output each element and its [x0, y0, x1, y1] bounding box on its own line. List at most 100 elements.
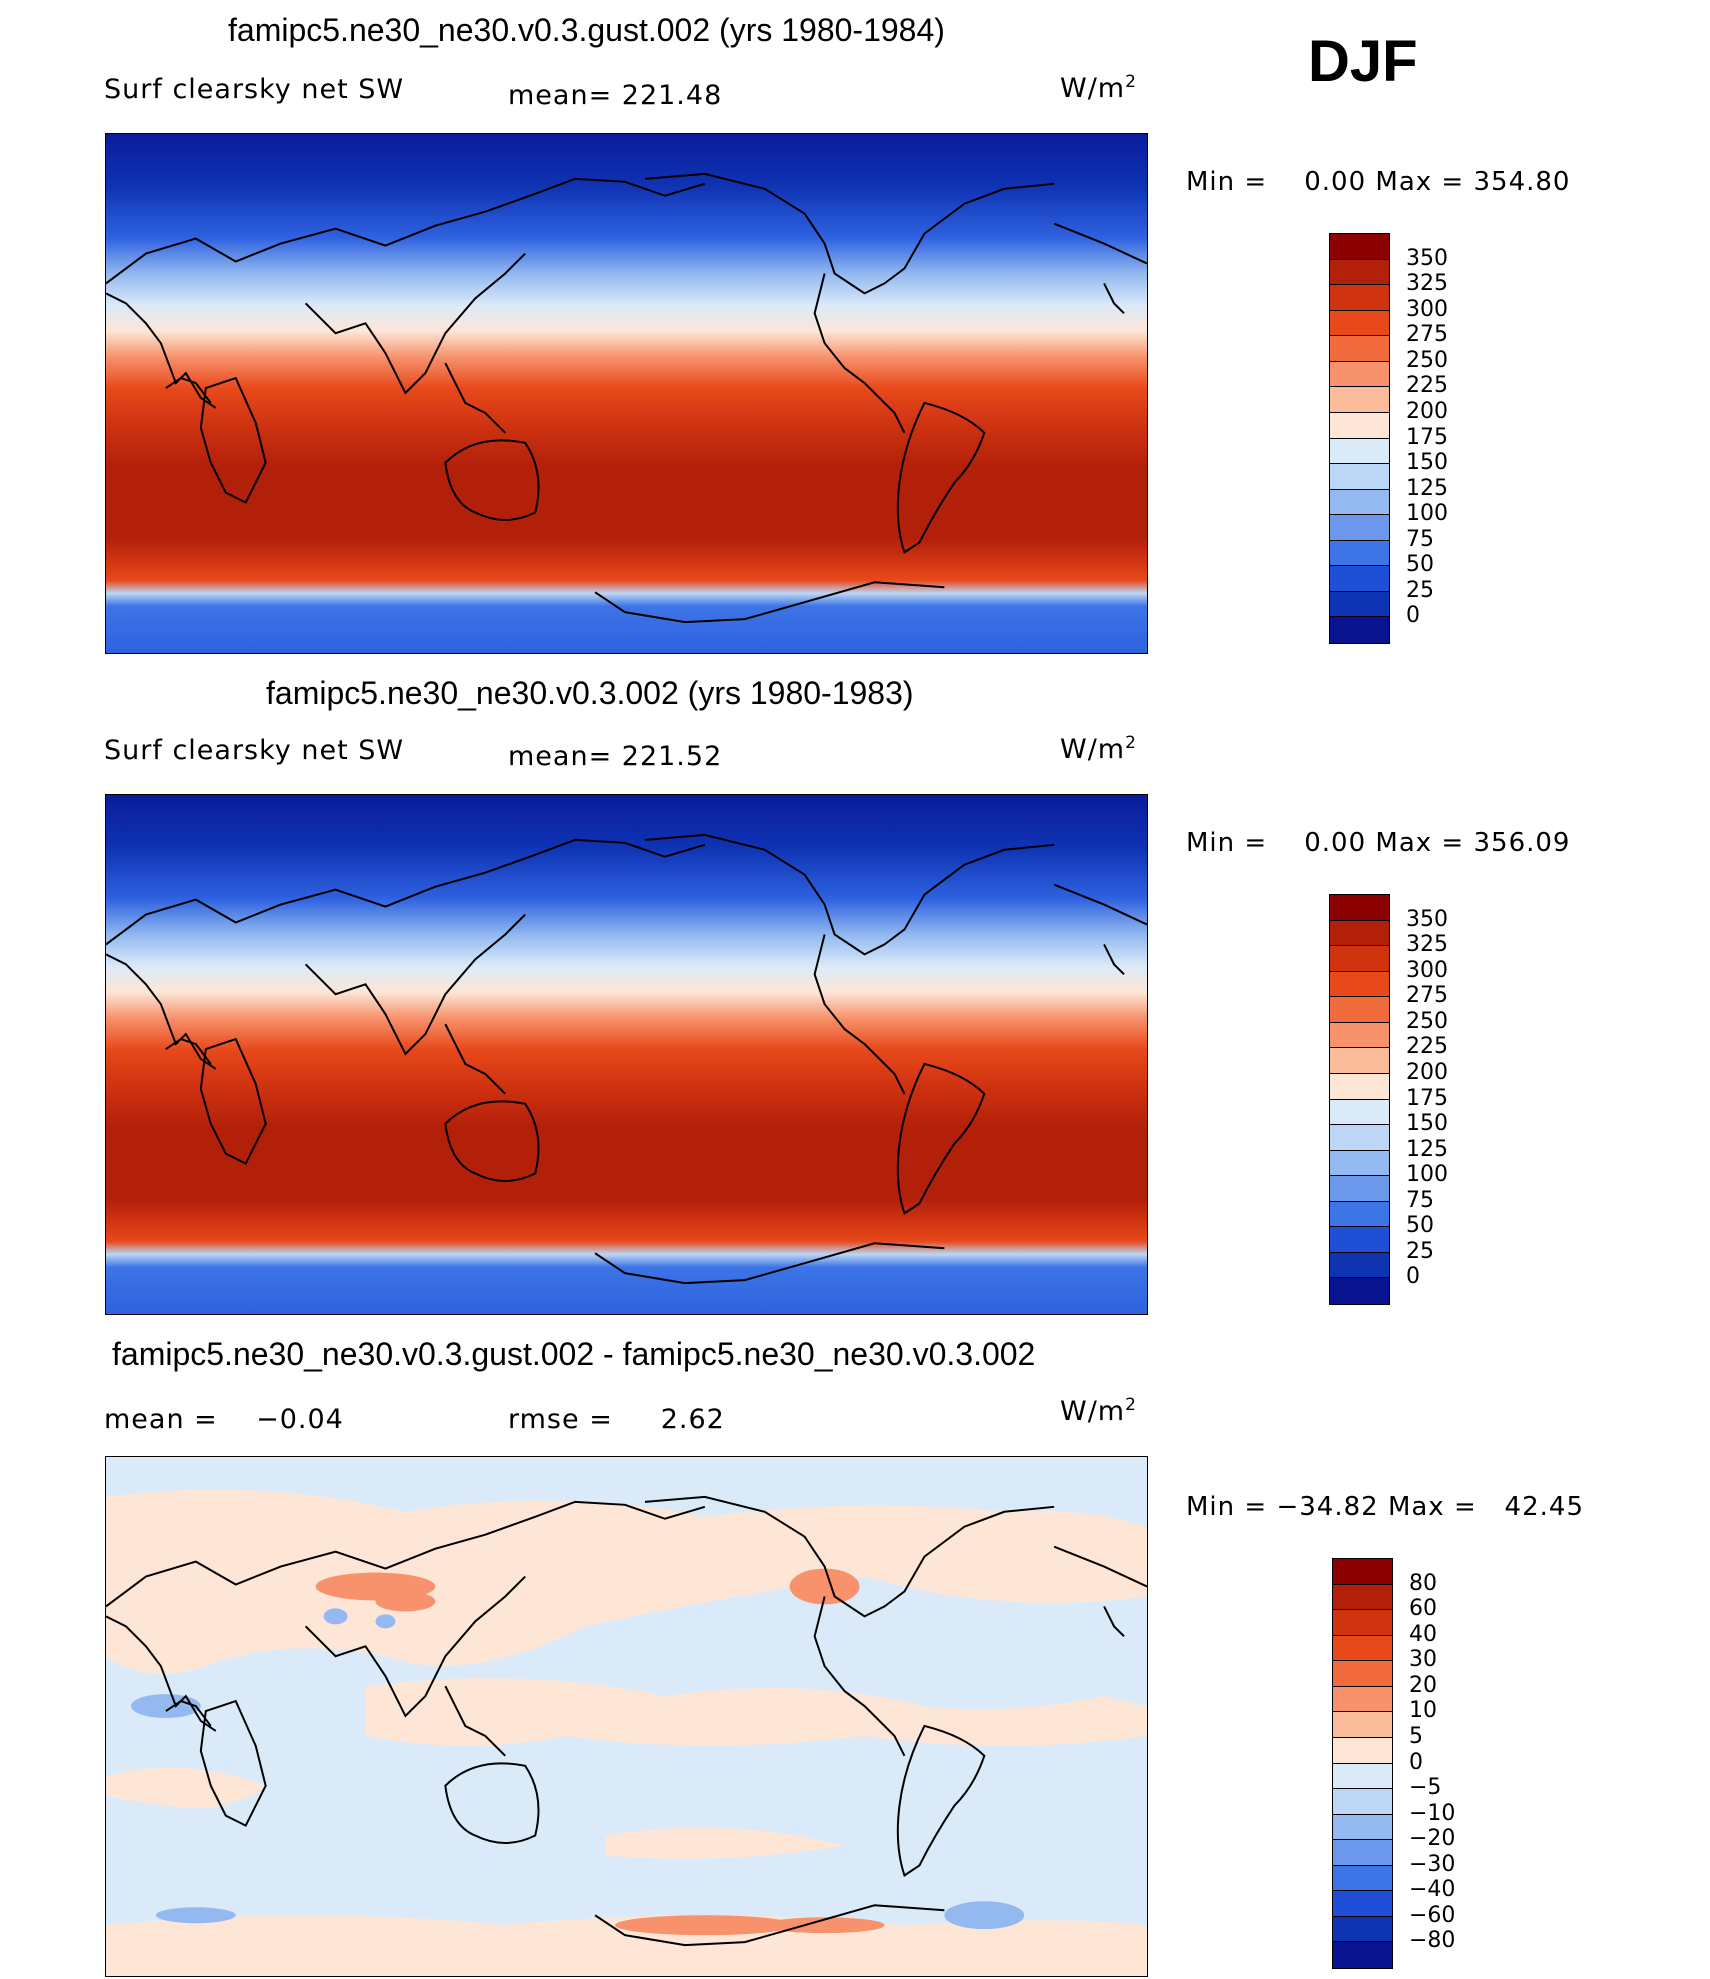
panel1-variable-label: Surf clearsky net SW	[104, 74, 405, 105]
panel1-colorbar-swatch	[1330, 566, 1389, 592]
panel1-colorbar-swatch	[1330, 285, 1389, 311]
panel1-colorbar-swatch	[1330, 259, 1389, 286]
panel3-mean-label: mean = −0.04	[104, 1404, 344, 1435]
panel1-colorbar-tick-label: 50	[1406, 552, 1434, 578]
panel2-colorbar-swatch	[1330, 920, 1389, 947]
panel1-colorbar-tick-label: 225	[1406, 373, 1448, 399]
panel3-colorbar-tick-label: −30	[1409, 1851, 1456, 1877]
panel1-colorbar-swatch	[1330, 438, 1389, 465]
panel1-colorbar-tick-label: 100	[1406, 501, 1448, 527]
panel1-max-value: 354.80	[1473, 167, 1571, 197]
panel1-colorbar-tick-label: 75	[1406, 526, 1434, 552]
panel1-colorbar-swatch	[1330, 591, 1389, 618]
panel2-colorbar-tick-label: 0	[1406, 1264, 1420, 1290]
panel2-colorbar-swatch	[1330, 1201, 1389, 1228]
panel2-colorbar-swatch	[1330, 895, 1389, 921]
panel1-colorbar-swatch	[1330, 310, 1389, 337]
panel2-colorbar-tick-label: 200	[1406, 1059, 1448, 1085]
panel2-map	[105, 794, 1148, 1315]
panel3-min-value: −34.82	[1276, 1492, 1379, 1522]
panel2-colorbar-swatch	[1330, 1099, 1389, 1126]
strong-positive-areas	[315, 1568, 885, 1936]
panel2-min-value: 0.00	[1304, 828, 1367, 858]
panel3-colorbar-tick-label: −60	[1409, 1902, 1456, 1928]
coastlines	[106, 172, 1147, 624]
panel1-colorbar	[1329, 233, 1390, 644]
panel2-colorbar-swatch	[1330, 1125, 1389, 1151]
panel1-colorbar-tick-label: 150	[1406, 450, 1448, 476]
panel2-colorbar-swatch	[1330, 1150, 1389, 1177]
panel1-colorbar-swatch	[1330, 515, 1389, 541]
panel1-colorbar-tick-label: 200	[1406, 398, 1448, 424]
panel3-units: W/m2	[1060, 1395, 1137, 1427]
panel2-colorbar-tick-label: 225	[1406, 1034, 1448, 1060]
panel2-colorbar-swatch	[1330, 1176, 1389, 1202]
panel3-colorbar-swatch	[1333, 1610, 1392, 1636]
panel3-colorbar	[1332, 1558, 1393, 1969]
panel3-colorbar-tick-label: −40	[1409, 1877, 1456, 1903]
panel2-colorbar-swatch	[1330, 1073, 1389, 1100]
panel1-colorbar-swatch	[1330, 361, 1389, 388]
panel1-colorbar-tick-label: 350	[1406, 245, 1448, 271]
panel3-colorbar-labels: 80 60 40 30 20 10 5 0 −5 −10 −20 −30 −40 −60 −80	[1409, 1558, 1489, 1969]
panel2-colorbar-swatch	[1330, 1227, 1389, 1253]
panel3-colorbar-tick-label: 10	[1409, 1698, 1437, 1724]
panel2-colorbar-tick-label: 150	[1406, 1111, 1448, 1137]
panel3-colorbar-tick-label: −5	[1409, 1775, 1442, 1801]
panel2-variable-label: Surf clearsky net SW	[104, 735, 405, 766]
panel3-colorbar-swatch	[1333, 1840, 1392, 1866]
panel3-colorbar-swatch	[1333, 1712, 1392, 1738]
panel3-colorbar-swatch	[1333, 1865, 1392, 1892]
panel3-rmse-label: rmse = 2.62	[508, 1404, 725, 1435]
panel2-colorbar-tick-label: 75	[1406, 1187, 1434, 1213]
coastlines	[106, 833, 1147, 1285]
panel2-colorbar-tick-label: 175	[1406, 1085, 1448, 1111]
panel3-colorbar-swatch	[1333, 1891, 1392, 1917]
panel2-colorbar-swatch	[1330, 971, 1389, 998]
panel3-colorbar-tick-label: −80	[1409, 1928, 1456, 1954]
positive-anomaly-areas	[106, 1489, 1147, 1976]
panel1-colorbar-swatch	[1330, 387, 1389, 413]
panel3-max-value: 42.45	[1504, 1492, 1584, 1522]
season-label: DJF	[1308, 29, 1418, 94]
panel3-colorbar-tick-label: 30	[1409, 1647, 1437, 1673]
panel3-colorbar-swatch	[1333, 1559, 1392, 1585]
panel2-colorbar-swatch	[1330, 1048, 1389, 1074]
panel3-colorbar-tick-label: 0	[1409, 1749, 1423, 1775]
panel3-colorbar-swatch	[1333, 1789, 1392, 1815]
panel3-colorbar-swatch	[1333, 1763, 1392, 1790]
panel1-colorbar-tick-label: 125	[1406, 475, 1448, 501]
panel1-colorbar-tick-label: 0	[1406, 603, 1420, 629]
negative-anomaly-areas	[130, 1608, 1025, 1930]
panel1-colorbar-swatch	[1330, 617, 1389, 643]
panel2-colorbar-tick-label: 25	[1406, 1238, 1434, 1264]
panel3-map	[105, 1456, 1148, 1977]
panel3-colorbar-swatch	[1333, 1661, 1392, 1687]
panel2-colorbar-tick-label: 125	[1406, 1136, 1448, 1162]
panel3-colorbar-tick-label: 60	[1409, 1596, 1437, 1622]
panel2-colorbar-swatch	[1330, 946, 1389, 972]
panel2-minmax: Min = 0.00 Max = 356.09	[1186, 828, 1571, 858]
panel3-minmax: Min = −34.82 Max = 42.45	[1186, 1492, 1584, 1522]
panel2-units: W/m2	[1060, 733, 1137, 765]
panel3-colorbar-swatch	[1333, 1942, 1392, 1968]
panel2-colorbar-swatch	[1330, 1022, 1389, 1049]
panel2-colorbar-tick-label: 325	[1406, 932, 1448, 958]
panel3-colorbar-tick-label: 80	[1409, 1570, 1437, 1596]
panel2-colorbar-tick-label: 350	[1406, 906, 1448, 932]
panel1-colorbar-labels: 350 325 300 275 250 225 200 175 150 125 100 75 50 25 0	[1406, 233, 1486, 644]
panel2-colorbar-swatch	[1330, 997, 1389, 1023]
panel2-colorbar-tick-label: 50	[1406, 1213, 1434, 1239]
panel1-colorbar-swatch	[1330, 464, 1389, 490]
panel1-colorbar-swatch	[1330, 540, 1389, 567]
panel2-title: famipc5.ne30_ne30.v0.3.002 (yrs 1980-198…	[266, 675, 914, 711]
panel1-colorbar-tick-label: 275	[1406, 322, 1448, 348]
panel1-colorbar-tick-label: 325	[1406, 271, 1448, 297]
panel1-min-value: 0.00	[1304, 167, 1367, 197]
panel2-mean-label: mean= 221.52	[508, 741, 723, 772]
panel3-colorbar-tick-label: 20	[1409, 1672, 1437, 1698]
panel3-title: famipc5.ne30_ne30.v0.3.gust.002 - famipc…	[112, 1336, 1036, 1372]
panel2-colorbar-swatch	[1330, 1278, 1389, 1304]
panel1-colorbar-tick-label: 175	[1406, 424, 1448, 450]
panel2-colorbar-labels: 350 325 300 275 250 225 200 175 150 125 100 75 50 25 0	[1406, 894, 1486, 1305]
